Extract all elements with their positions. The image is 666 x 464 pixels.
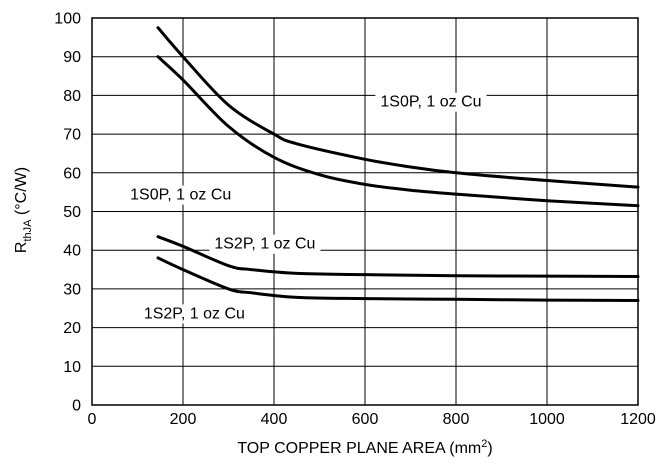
series-line xyxy=(156,256,640,302)
curve-label: 1S2P, 1 oz Cu xyxy=(144,305,245,322)
y-tick-label: 20 xyxy=(63,320,81,337)
y-tick-label: 50 xyxy=(63,204,81,221)
gridlines xyxy=(92,18,638,405)
y-axis-ticks: 0 10 20 30 40 50 60 70 80 90 100 xyxy=(54,11,81,415)
y-tick-label: 90 xyxy=(63,49,81,66)
y-tick-label: 60 xyxy=(63,165,81,182)
x-axis-title: TOP COPPER PLANE AREA (mm2) xyxy=(237,438,492,457)
plot-frame xyxy=(91,17,639,406)
x-axis-ticks: 0 200 400 600 800 1000 1200 xyxy=(88,411,656,428)
y-tick-label: 30 xyxy=(63,281,81,298)
x-tick-label: 200 xyxy=(170,411,197,428)
curve-label-background xyxy=(138,304,250,324)
curve-label-background xyxy=(125,185,237,205)
x-tick-label: 1200 xyxy=(620,411,656,428)
curve-label: 1S0P, 1 oz Cu xyxy=(130,187,231,204)
curve-labels: 1S0P, 1 oz Cu 1S0P, 1 oz Cu 1S2P, 1 oz Cu 1… xyxy=(125,92,487,324)
series-line xyxy=(156,55,640,208)
curve-label-background xyxy=(209,234,321,254)
curve-label-background xyxy=(375,92,487,112)
curve-label: 1S2P, 1 oz Cu xyxy=(214,236,315,253)
x-tick-label: 800 xyxy=(443,411,470,428)
y-tick-label: 100 xyxy=(54,11,81,28)
y-tick-label: 0 xyxy=(72,398,81,415)
series-curves xyxy=(156,26,640,302)
y-tick-label: 70 xyxy=(63,127,81,144)
x-tick-label: 0 xyxy=(88,411,97,428)
y-tick-label: 80 xyxy=(63,88,81,105)
y-tick-label: 40 xyxy=(63,243,81,260)
y-axis-title: RthJA (°C/W) xyxy=(13,167,34,253)
series-line xyxy=(156,235,640,278)
y-tick-label: 10 xyxy=(63,359,81,376)
x-tick-label: 1000 xyxy=(529,411,565,428)
series-line xyxy=(156,26,640,189)
x-tick-label: 400 xyxy=(261,411,288,428)
x-tick-label: 600 xyxy=(352,411,379,428)
curve-label: 1S0P, 1 oz Cu xyxy=(380,94,481,111)
